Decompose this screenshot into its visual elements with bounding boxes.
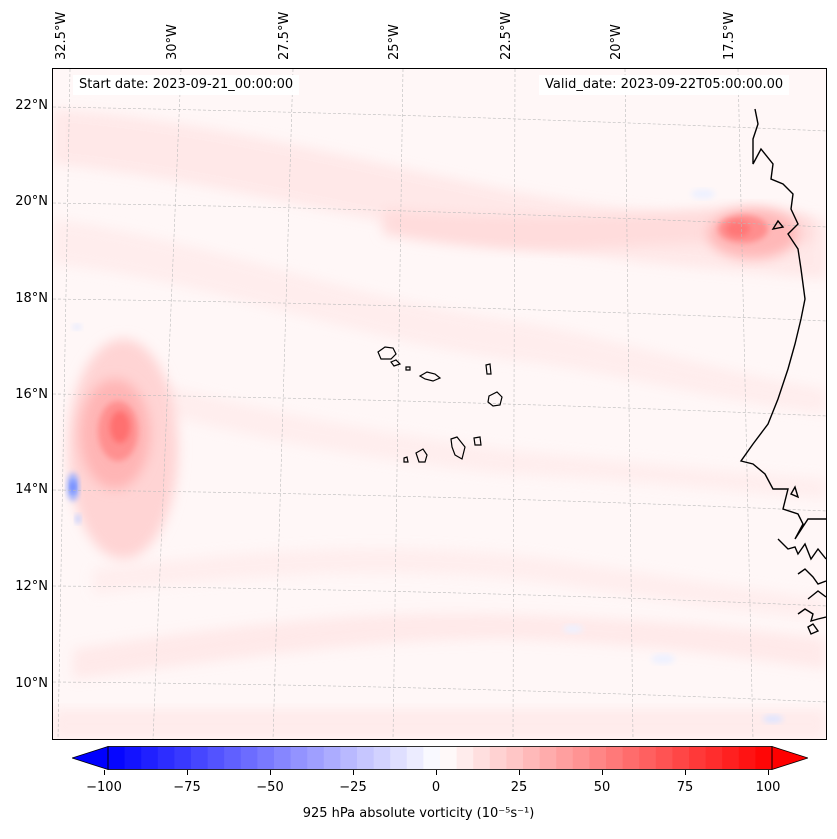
cb-tick-minus-100: −100 [86, 780, 122, 795]
cb-tick-minus-75: −75 [173, 780, 201, 795]
cb-tick-minus-25: −25 [339, 780, 367, 795]
colorbar-cell [639, 746, 657, 770]
colorbar-cell [738, 746, 756, 770]
lon-label-27-5w: 27.5°W [277, 11, 292, 60]
colorbar-cell [506, 746, 524, 770]
colorbar [72, 746, 808, 770]
lon-label-20w: 20°W [609, 24, 624, 60]
colorbar-cell [606, 746, 624, 770]
colorbar-cell [307, 746, 325, 770]
lon-label-22-5w: 22.5°W [499, 11, 514, 60]
colorbar-cells [108, 746, 773, 770]
colorbar-cell [191, 746, 209, 770]
cb-tick-0: 0 [431, 780, 441, 795]
lat-label-18n: 18°N [15, 291, 48, 306]
colorbar-cell [672, 746, 690, 770]
lat-label-10n: 10°N [15, 676, 48, 691]
cb-tick-50: 50 [593, 780, 611, 795]
cb-tickline-2 [270, 770, 271, 775]
colorbar-cell [589, 746, 607, 770]
colorbar-cell [406, 746, 424, 770]
lon-label-17-5w: 17.5°W [722, 11, 737, 60]
colorbar-cell [456, 746, 474, 770]
lat-label-22n: 22°N [15, 98, 48, 113]
cb-tick-100: 100 [755, 780, 781, 795]
lon-label-25w: 25°W [387, 24, 402, 60]
colorbar-cell [655, 746, 673, 770]
colorbar-cell [489, 746, 507, 770]
colorbar-cell [423, 746, 441, 770]
colorbar-cell [539, 746, 557, 770]
cb-tickline-3 [353, 770, 354, 775]
valid-date-label: Valid_date: 2023-09-22T05:00:00.00 [539, 75, 790, 95]
colorbar-max-extend [771, 746, 808, 770]
lat-label-14n: 14°N [15, 482, 48, 497]
lat-label-12n: 12°N [15, 579, 48, 594]
cb-tickline-6 [602, 770, 603, 775]
graticule [53, 69, 826, 739]
cb-tickline-5 [519, 770, 520, 775]
lat-label-16n: 16°N [15, 387, 48, 402]
cb-tickline-7 [685, 770, 686, 775]
colorbar-cell [473, 746, 491, 770]
colorbar-cell [390, 746, 408, 770]
cb-tick-25: 25 [510, 780, 528, 795]
colorbar-cell [622, 746, 640, 770]
coastline [739, 108, 826, 635]
cb-tickline-4 [436, 770, 437, 775]
colorbar-cell [108, 746, 126, 770]
colorbar-cell [290, 746, 308, 770]
lon-label-32-5w: 32.5°W [54, 11, 69, 60]
colorbar-cell [440, 746, 458, 770]
colorbar-cell [689, 746, 707, 770]
colorbar-cell [240, 746, 258, 770]
colorbar-cell [373, 746, 391, 770]
colorbar-cell [141, 746, 159, 770]
colorbar-cell [224, 746, 242, 770]
colorbar-cell [722, 746, 740, 770]
start-date-label: Start date: 2023-09-21_00:00:00 [73, 75, 300, 95]
colorbar-cell [572, 746, 590, 770]
colorbar-cell [174, 746, 192, 770]
cb-tick-minus-50: −50 [256, 780, 284, 795]
lon-label-30w: 30°W [165, 24, 180, 60]
lat-label-20n: 20°N [15, 194, 48, 209]
cb-tickline-1 [187, 770, 188, 775]
cb-tickline-8 [768, 770, 769, 775]
cb-tickline-0 [104, 770, 105, 775]
colorbar-cell [124, 746, 142, 770]
colorbar-cell [755, 746, 773, 770]
colorbar-label: 925 hPa absolute vorticity (10⁻⁵s⁻¹) [302, 806, 535, 821]
colorbar-cell [556, 746, 574, 770]
cb-tick-75: 75 [676, 780, 694, 795]
colorbar-cell [323, 746, 341, 770]
colorbar-cell [357, 746, 375, 770]
colorbar-min-extend [72, 746, 109, 770]
colorbar-cell [157, 746, 175, 770]
colorbar-cell [523, 746, 541, 770]
colorbar-cell [705, 746, 723, 770]
colorbar-cell [257, 746, 275, 770]
vorticity-field-map [53, 69, 826, 739]
colorbar-cell [207, 746, 225, 770]
vorticity-shading [53, 109, 826, 739]
map-panel[interactable] [52, 68, 827, 740]
colorbar-cell [340, 746, 358, 770]
colorbar-outline [107, 746, 773, 770]
colorbar-cell [274, 746, 292, 770]
cape-verde-islands [377, 346, 503, 463]
